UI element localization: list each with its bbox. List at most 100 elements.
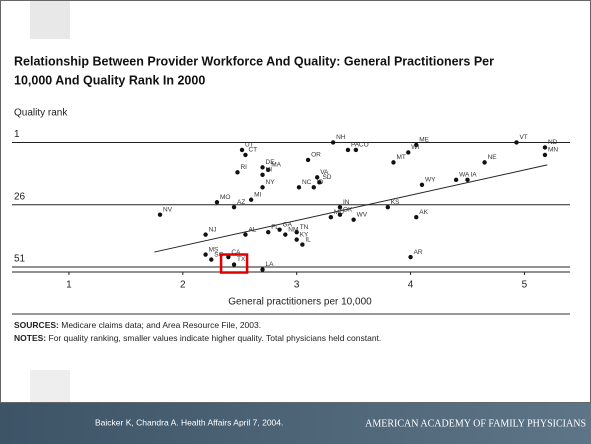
point-label: VA bbox=[320, 169, 329, 176]
point bbox=[385, 205, 390, 210]
point-label: WI bbox=[411, 144, 419, 151]
point-label: HI bbox=[266, 167, 273, 174]
point bbox=[226, 254, 231, 260]
point-label: OR bbox=[311, 152, 321, 159]
point bbox=[260, 165, 265, 170]
decoration bbox=[30, 370, 70, 402]
point bbox=[203, 232, 208, 237]
point-label: IL bbox=[305, 236, 311, 243]
point-label: UT bbox=[245, 142, 254, 149]
point bbox=[453, 177, 459, 183]
point-label: IA bbox=[471, 172, 478, 179]
point-label: MT bbox=[396, 154, 405, 161]
point-label: NV bbox=[163, 206, 173, 213]
point bbox=[465, 177, 470, 183]
point-label: TX bbox=[237, 256, 246, 263]
y-tick-label: 1 bbox=[14, 129, 20, 140]
point bbox=[294, 237, 299, 242]
x-axis-label: General practitioners per 10,000 bbox=[228, 297, 372, 308]
point bbox=[314, 175, 320, 180]
x-tick-label: 3 bbox=[294, 280, 300, 291]
point-label: WA bbox=[459, 172, 470, 179]
footer-bar bbox=[0, 403, 591, 444]
point bbox=[408, 254, 413, 260]
point-label: NE bbox=[488, 154, 498, 161]
point-label: MN bbox=[548, 147, 558, 154]
point-label: ND bbox=[548, 139, 558, 146]
point-label: NC bbox=[302, 179, 312, 186]
point bbox=[514, 140, 519, 145]
point-label: SD bbox=[322, 174, 331, 181]
point bbox=[231, 262, 237, 267]
point bbox=[300, 242, 305, 247]
point bbox=[239, 147, 245, 153]
y-tick-label: 51 bbox=[14, 254, 26, 265]
point bbox=[266, 167, 271, 173]
point-label: PA bbox=[351, 142, 360, 149]
point-label: OK bbox=[343, 206, 353, 213]
point-label: CA bbox=[231, 249, 241, 256]
point-label: MS bbox=[209, 246, 219, 253]
point bbox=[260, 185, 265, 190]
point bbox=[209, 257, 214, 262]
point-label: RI bbox=[240, 164, 247, 171]
trend-line bbox=[154, 164, 548, 253]
point bbox=[414, 214, 419, 220]
point-label: GA bbox=[283, 221, 293, 228]
point bbox=[305, 157, 311, 163]
point-label: MI bbox=[254, 191, 261, 198]
point bbox=[214, 200, 220, 205]
point bbox=[235, 170, 240, 175]
point bbox=[482, 160, 487, 165]
point bbox=[283, 232, 288, 237]
point bbox=[406, 150, 411, 155]
x-tick-label: 1 bbox=[66, 280, 72, 291]
point-label: MD bbox=[334, 209, 344, 216]
chart-title: Relationship Between Provider Workforce … bbox=[14, 54, 494, 68]
point bbox=[203, 252, 208, 257]
chart-title: 10,000 And Quality Rank In 2000 bbox=[14, 73, 205, 87]
sources-text: Medicare claims data; and Area Resource … bbox=[61, 320, 261, 330]
point-label: LA bbox=[266, 261, 275, 268]
point bbox=[414, 142, 419, 148]
point-label: DE bbox=[266, 159, 276, 166]
point-label: ME bbox=[419, 137, 429, 144]
point-label: NY bbox=[266, 179, 276, 186]
point-label: MO bbox=[220, 194, 230, 201]
point bbox=[345, 147, 351, 153]
x-tick-label: 4 bbox=[408, 280, 414, 291]
y-tick-label: 26 bbox=[14, 191, 26, 202]
point-label: MA bbox=[271, 162, 281, 169]
sources: SOURCES: Medicare claims data; and Area … bbox=[14, 320, 261, 330]
point bbox=[337, 212, 343, 217]
point-label: CT bbox=[248, 147, 257, 154]
point-label: WV bbox=[357, 211, 368, 218]
point bbox=[296, 185, 302, 190]
point bbox=[277, 227, 282, 232]
notes-text: For quality ranking, smaller values indi… bbox=[49, 333, 382, 343]
point bbox=[337, 205, 343, 210]
point bbox=[542, 152, 548, 158]
point-label: NJ bbox=[209, 226, 217, 233]
point bbox=[353, 147, 359, 153]
point-label: NM bbox=[288, 226, 298, 233]
point-label: KY bbox=[300, 231, 309, 238]
point bbox=[266, 229, 271, 235]
highlight-box bbox=[219, 253, 249, 274]
point-label: FL bbox=[271, 224, 279, 231]
point bbox=[243, 232, 248, 237]
point-label: IN bbox=[343, 199, 350, 206]
organization: AMERICAN ACADEMY OF FAMILY PHYSICIANS bbox=[365, 418, 586, 429]
point-label: AK bbox=[419, 209, 428, 216]
y-axis-label: Quality rank bbox=[14, 108, 68, 119]
point-label: CO bbox=[359, 142, 369, 149]
decoration bbox=[30, 1, 70, 39]
point bbox=[317, 180, 322, 185]
point bbox=[311, 185, 316, 190]
point-label: AZ bbox=[237, 199, 245, 206]
point-label: NH bbox=[336, 134, 346, 141]
point-label: VT bbox=[519, 134, 527, 141]
